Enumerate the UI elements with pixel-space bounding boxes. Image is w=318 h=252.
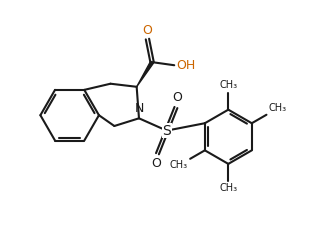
Text: O: O — [151, 157, 161, 170]
Text: O: O — [142, 24, 152, 37]
Text: CH₃: CH₃ — [269, 103, 287, 113]
Text: CH₃: CH₃ — [219, 183, 237, 193]
Text: OH: OH — [176, 59, 195, 72]
Text: N: N — [134, 102, 144, 115]
Polygon shape — [137, 61, 154, 87]
Text: CH₃: CH₃ — [219, 80, 237, 90]
Text: CH₃: CH₃ — [169, 160, 188, 170]
Text: O: O — [173, 91, 183, 104]
Text: S: S — [162, 124, 171, 138]
